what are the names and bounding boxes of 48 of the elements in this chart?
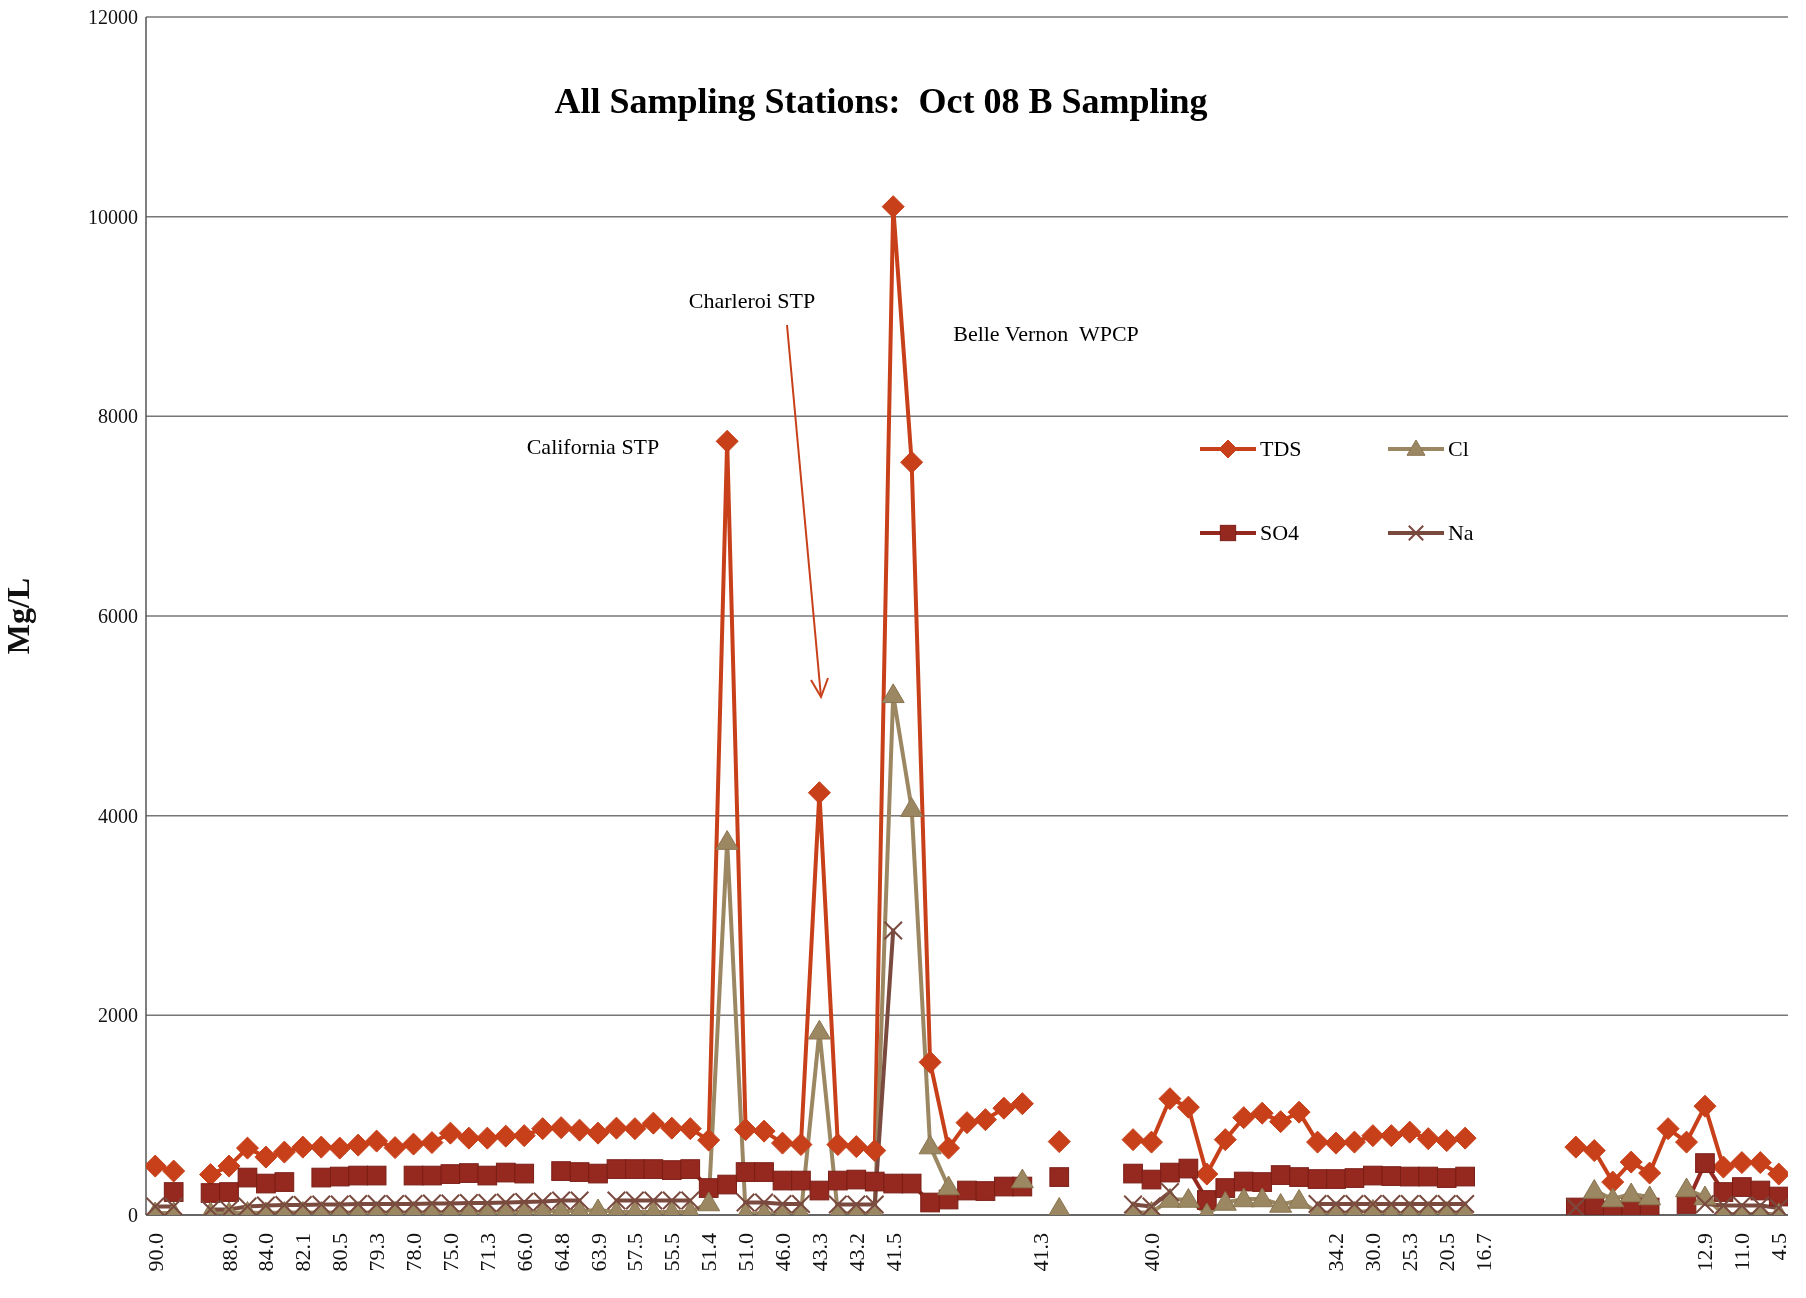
x-tick-label: 84.0 bbox=[253, 1233, 279, 1272]
x-tick-label: 41.3 bbox=[1028, 1233, 1054, 1272]
x-tick-label: 63.9 bbox=[585, 1233, 611, 1272]
x-tick-label: 43.3 bbox=[806, 1233, 832, 1272]
annotation: California STP bbox=[526, 434, 660, 460]
point bbox=[1160, 1182, 1180, 1202]
point bbox=[883, 920, 903, 941]
x-tick-label: 34.2 bbox=[1323, 1233, 1349, 1272]
x-tick-label: 64.8 bbox=[548, 1233, 574, 1272]
y-tick-label: 10000 bbox=[88, 205, 138, 228]
x-tick-label: 30.0 bbox=[1360, 1233, 1386, 1272]
y-tick-label: 0 bbox=[128, 1204, 138, 1227]
x-tick-label: 88.0 bbox=[216, 1233, 242, 1272]
x-tick-label: 46.0 bbox=[770, 1233, 796, 1272]
x-tick-label: 20.5 bbox=[1434, 1233, 1460, 1272]
x-tick-label: 51.0 bbox=[733, 1233, 759, 1272]
x-tick-label: 75.0 bbox=[437, 1233, 463, 1272]
x-tick-label: 16.7 bbox=[1471, 1233, 1497, 1272]
x-tick-label: 82.1 bbox=[290, 1233, 316, 1272]
legend-label: SO4 bbox=[1260, 520, 1300, 546]
x-tick-label: 51.4 bbox=[696, 1233, 722, 1272]
y-tick-label: 12000 bbox=[88, 6, 138, 29]
x-tick-label: 57.5 bbox=[622, 1233, 648, 1272]
x-tick-label: 40.0 bbox=[1138, 1233, 1164, 1272]
x-tick-label: 66.0 bbox=[511, 1233, 537, 1272]
text: All Sampling Stations: Oct 08 B Sampling bbox=[553, 80, 1209, 122]
legend-label: TDS bbox=[1260, 436, 1302, 462]
y-tick-label: 2000 bbox=[98, 1004, 138, 1027]
x-tick-label: 43.2 bbox=[843, 1233, 869, 1272]
x-tick-label: 79.3 bbox=[364, 1233, 390, 1272]
x-tick-label: 41.5 bbox=[880, 1233, 906, 1272]
legend-label: Na bbox=[1447, 520, 1474, 546]
x-tick-label: 80.5 bbox=[327, 1233, 353, 1272]
x-tick-label: 78.0 bbox=[401, 1233, 427, 1272]
legend-label: Cl bbox=[1447, 436, 1469, 462]
x-tick-label: 12.9 bbox=[1692, 1233, 1718, 1272]
y-tick-label: 6000 bbox=[98, 605, 138, 628]
x-tick-label: 71.3 bbox=[474, 1233, 500, 1272]
y-tick-label: 8000 bbox=[98, 405, 138, 428]
x-tick-label: 25.3 bbox=[1397, 1233, 1423, 1272]
x-tick-label: 4.5 bbox=[1766, 1233, 1792, 1261]
x-tick-label: 90.0 bbox=[142, 1233, 168, 1272]
x-tick-label: 55.5 bbox=[659, 1233, 685, 1272]
y-axis-title: Mg/L bbox=[0, 577, 37, 655]
x-tick-label: 11.0 bbox=[1729, 1233, 1755, 1271]
y-tick-label: 4000 bbox=[98, 804, 138, 827]
annotation: Belle Vernon WPCP bbox=[953, 321, 1139, 347]
annotation: Charleroi STP bbox=[688, 288, 816, 314]
